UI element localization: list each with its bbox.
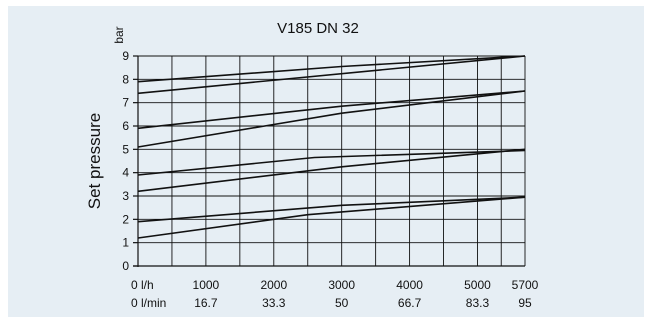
x-tick-label-lmin: 83.3 [466,296,490,310]
chart-panel: V185 DN 32 bar Set pressure 0 1 2 3 4 5 6 7 8 9 0 … [8,6,644,317]
y-axis-unit: bar [112,26,126,43]
y-tick-label: 2 [122,212,129,226]
series-line [137,196,526,223]
x-tick-label-lh: 0 l/h [131,278,154,292]
series-group [137,55,526,239]
y-tick-label: 1 [122,236,129,250]
series-line [137,149,526,176]
x-tick-label-lh: 5700 [512,278,539,292]
x-tick-label-lmin: 66.7 [398,296,422,310]
series-line [137,196,526,239]
series-line [137,90,526,130]
x-tick-label-lh: 2000 [260,278,287,292]
tick-labels: 0 1 2 3 4 5 6 7 8 9 0 l/h 0 l/min 1000 16.7 2000 33.3 30… [122,49,538,310]
y-tick-label: 8 [122,72,129,86]
x-tick-label-lh: 1000 [193,278,220,292]
x-tick-label-lmin: 33.3 [262,296,286,310]
x-tick-label-lmin: 50 [335,296,349,310]
x-tick-label-lh: 5000 [464,278,491,292]
series-line [137,90,526,148]
series-line [137,148,526,193]
y-axis-label: Set pressure [85,113,104,209]
x-tick-label-lmin: 16.7 [194,296,218,310]
x-tick-label-lh: 4000 [396,278,423,292]
x-tick-label-lmin: 95 [518,296,532,310]
y-tick-label: 5 [122,142,129,156]
x-tick-label-lh: 3000 [328,278,355,292]
chart-title: V185 DN 32 [277,20,359,37]
x-tick-label-lmin: 0 l/min [131,296,166,310]
y-tick-label: 6 [122,119,129,133]
series-line [137,55,526,95]
series-line [137,55,526,83]
y-tick-label: 7 [122,96,129,110]
y-tick-label: 3 [122,189,129,203]
y-tick-label: 9 [122,49,129,63]
y-tick-label: 0 [122,259,129,273]
y-tick-label: 4 [122,166,129,180]
pressure-flow-chart: V185 DN 32 bar Set pressure 0 1 2 3 4 5 6 7 8 9 0 … [85,20,539,310]
